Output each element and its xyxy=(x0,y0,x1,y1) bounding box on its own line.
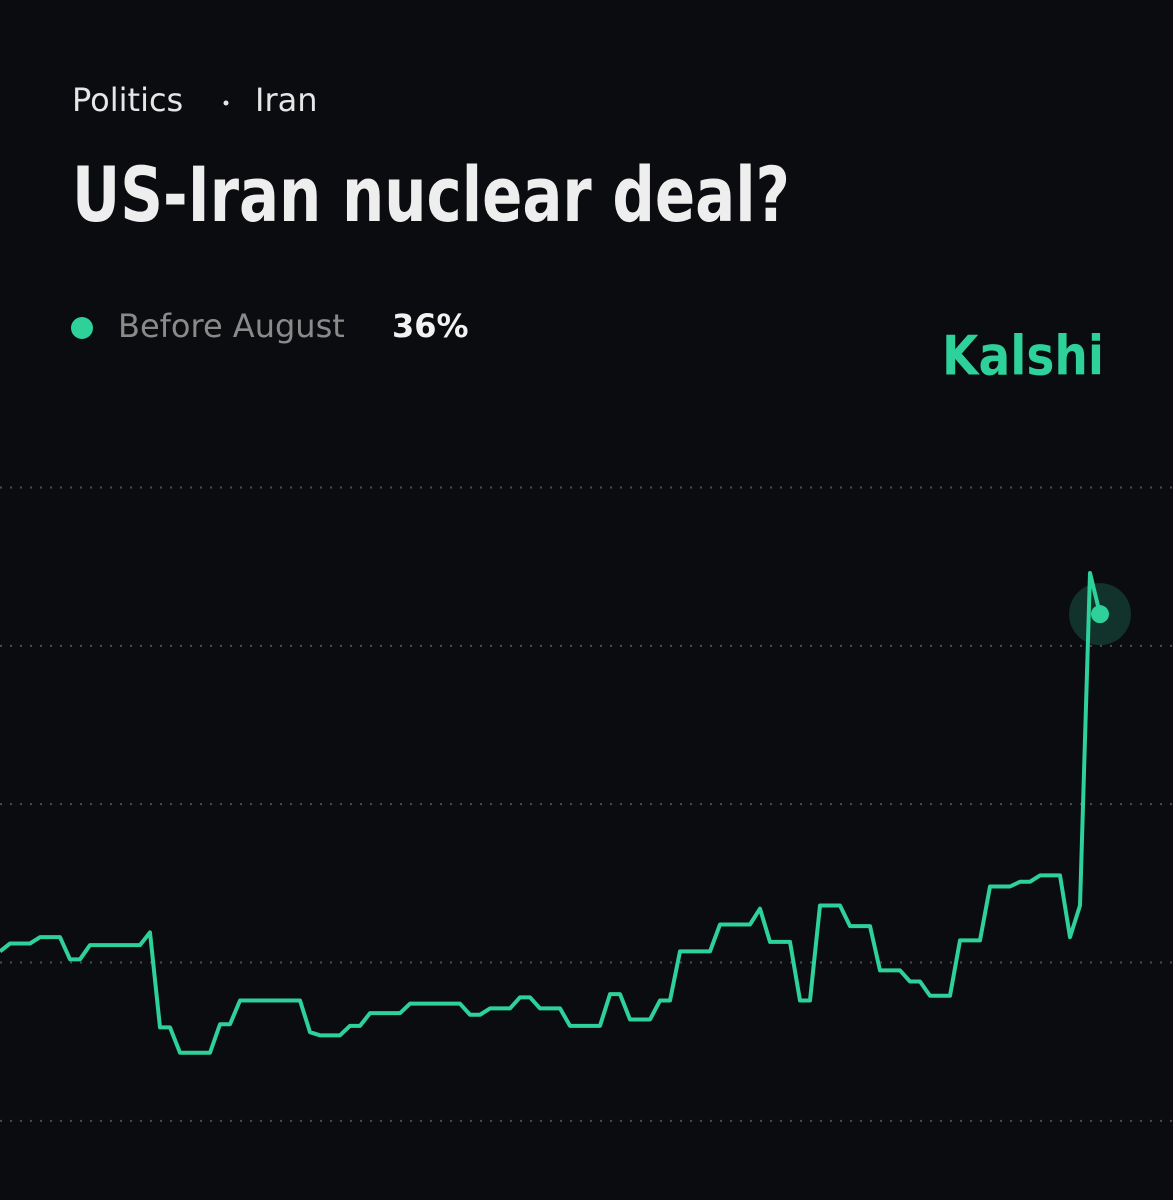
legend-label: Before August xyxy=(118,307,345,345)
line-series xyxy=(0,571,1102,1055)
last-point xyxy=(1091,605,1109,624)
brand-logo: Kalshi xyxy=(942,325,1104,388)
subcategory: Iran xyxy=(255,81,317,119)
separator xyxy=(223,100,229,106)
category: Politics xyxy=(72,81,183,119)
chart-title: US-Iran nuclear deal? xyxy=(72,150,790,239)
legend-value: 36% xyxy=(392,307,469,345)
legend-swatch xyxy=(71,317,93,339)
